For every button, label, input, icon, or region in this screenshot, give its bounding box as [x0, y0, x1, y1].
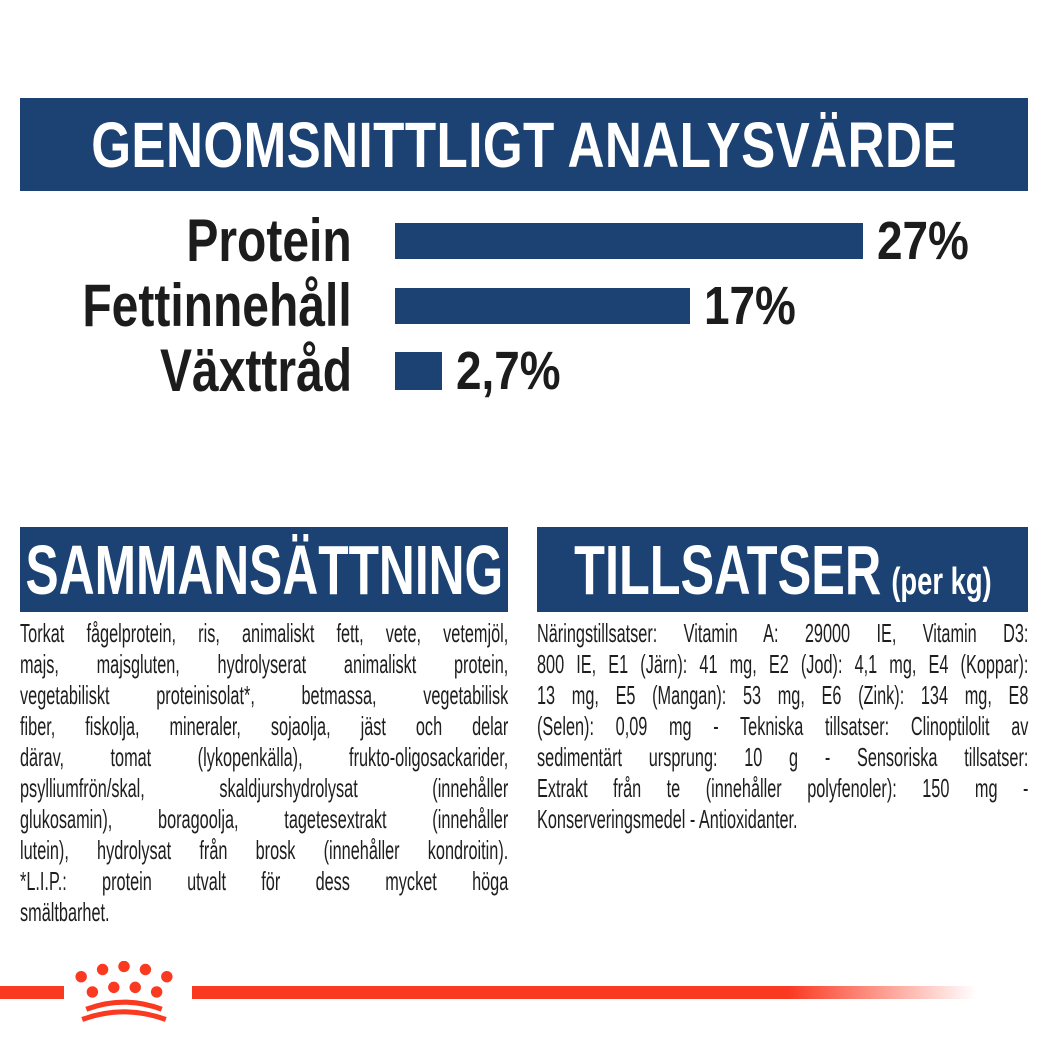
analysis-bar-chart: Protein 27% Fettinnehåll 17% Växttråd 2,7% — [0, 0, 1049, 430]
chart-bar — [395, 288, 690, 324]
chart-category-label: Fettinnehåll — [82, 272, 352, 339]
chart-bar — [395, 352, 442, 390]
chart-category-label-wrap: Protein — [0, 211, 352, 271]
chart-row: Fettinnehåll 17% — [0, 276, 1049, 336]
additives-title: TILLSATSER — [573, 530, 881, 609]
chart-value-label: 27% — [877, 211, 969, 271]
chart-value-label-wrap: 2,7% — [456, 344, 579, 398]
chart-category-label-wrap: Fettinnehåll — [0, 276, 352, 336]
body-text-line: vegetabiliskt proteinisolat*, betmassa, … — [20, 680, 509, 710]
analysis-header-bar: GENOMSNITTLIGT ANALYSVÄRDE — [20, 98, 1028, 191]
additives-title-group: TILLSATSER (per kg) — [574, 535, 991, 605]
body-text-line: Konserveringsmedel - Antioxidanter. — [537, 804, 798, 834]
body-text-line: glukosamin), boragoolja, tagetesextrakt … — [20, 804, 509, 834]
chart-value-label: 2,7% — [456, 341, 561, 401]
body-text-line: Extrakt från te (innehåller polyfenoler)… — [537, 773, 1029, 803]
body-text-line: Torkat fågelprotein, ris, animaliskt fet… — [20, 618, 509, 648]
body-text-line: majs, majsgluten, hydrolyserat animalisk… — [20, 649, 509, 679]
additives-header-bar: TILLSATSER (per kg) — [537, 527, 1028, 612]
body-text-line: fiber, fiskolja, mineraler, sojaolja, jä… — [20, 711, 509, 741]
chart-value-label-wrap: 27% — [877, 214, 985, 268]
body-text-line: 13 mg, E5 (Mangan): 53 mg, E6 (Zink): 13… — [537, 680, 1029, 710]
body-text-line: lutein), hydrolysat från brosk (innehåll… — [20, 835, 509, 865]
body-text-line: smältbarhet. — [20, 897, 110, 927]
chart-row: Växttråd 2,7% — [0, 341, 1049, 401]
analysis-header-title: GENOMSNITTLIGT ANALYSVÄRDE — [91, 108, 957, 181]
red-divider-line-left — [0, 986, 64, 999]
chart-bar — [395, 223, 863, 259]
chart-row: Protein 27% — [0, 211, 1049, 271]
body-text-line: Näringstillsatser: Vitamin A: 29000 IE, … — [537, 618, 1029, 648]
composition-title: SAMMANSÄTTNING — [25, 530, 503, 609]
body-text-line: 800 IE, E1 (Järn): 41 mg, E2 (Jod): 4,1 … — [537, 649, 1029, 679]
additives-text-block: Näringstillsatser: Vitamin A: 29000 IE, … — [537, 618, 1028, 835]
chart-category-label-wrap: Växttråd — [0, 341, 352, 401]
body-text-line: psylliumfrön/skal, skaldjurshydrolysat (… — [20, 773, 509, 803]
body-text-line: sedimentärt ursprung: 10 g - Sensoriska … — [537, 742, 1029, 772]
chart-value-label-wrap: 17% — [704, 279, 812, 333]
chart-category-label: Växttråd — [159, 337, 352, 404]
body-text-line: (Selen): 0,09 mg - Tekniska tillsatser: … — [537, 711, 1029, 741]
royal-canin-crown-icon — [75, 961, 173, 1022]
red-divider-line-right — [192, 986, 976, 999]
additives-title-suffix: (per kg) — [890, 560, 992, 603]
body-text-line: därav, tomat (lykopenkälla), frukto-olig… — [20, 742, 509, 772]
composition-text-block: Torkat fågelprotein, ris, animaliskt fet… — [20, 618, 508, 928]
composition-header-bar: SAMMANSÄTTNING — [20, 527, 508, 612]
chart-category-label: Protein — [186, 207, 352, 274]
body-text-line: *L.I.P.: protein utvalt för dess mycket … — [20, 866, 509, 896]
chart-value-label: 17% — [704, 276, 796, 336]
